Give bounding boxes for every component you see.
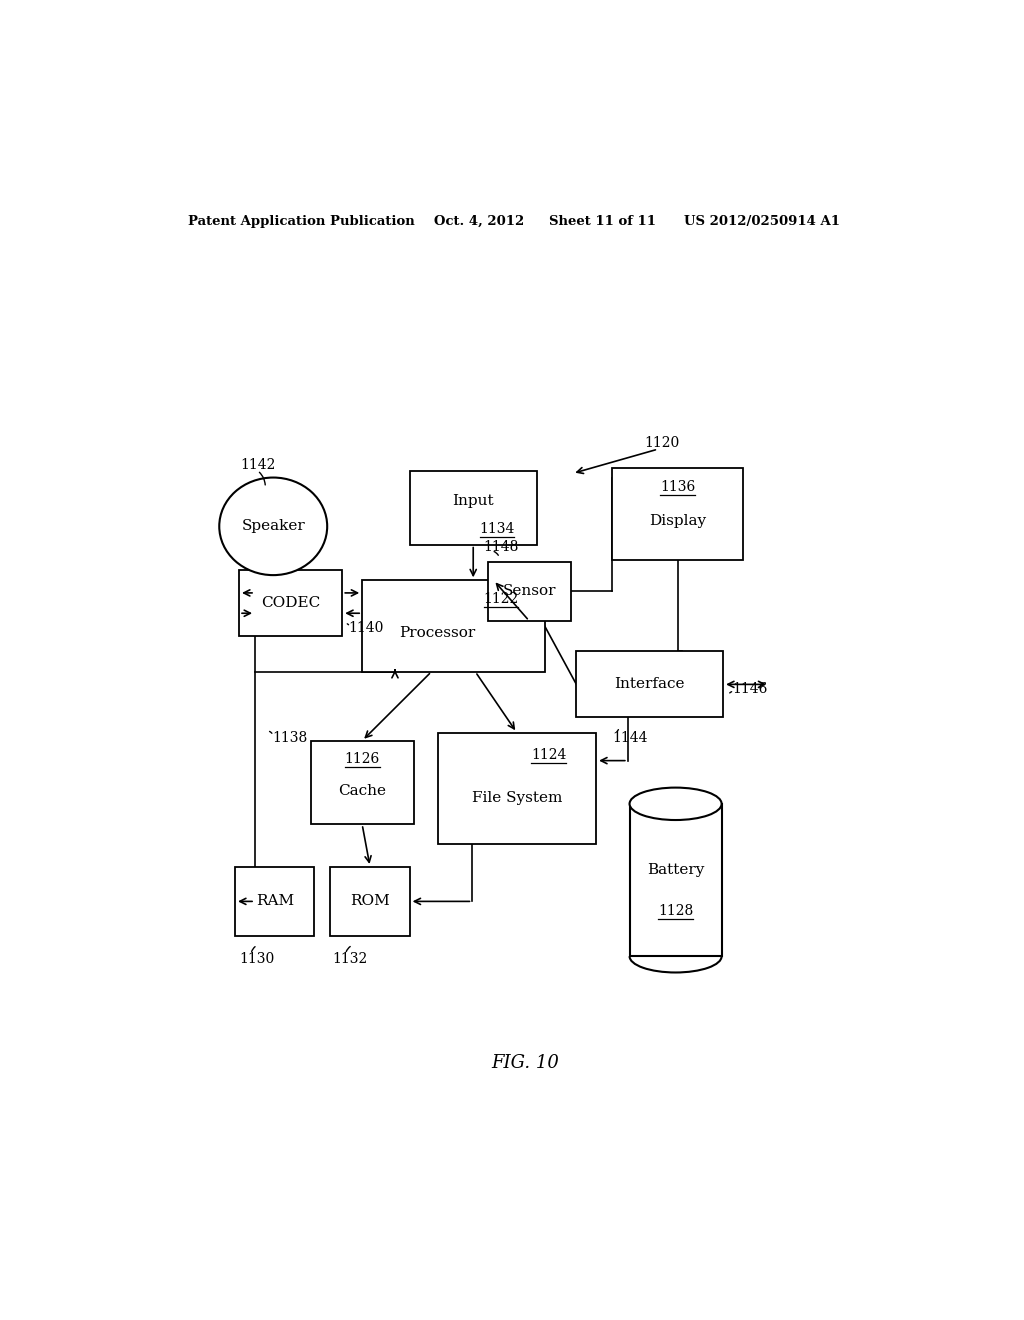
Bar (362, 581, 545, 672)
Text: 1130: 1130 (240, 952, 274, 966)
Ellipse shape (219, 478, 328, 576)
Bar (487, 562, 570, 620)
Bar (612, 469, 743, 560)
Text: 1132: 1132 (333, 952, 368, 966)
Bar (310, 741, 414, 824)
Ellipse shape (630, 788, 722, 820)
Text: CODEC: CODEC (261, 597, 321, 610)
Text: 1140: 1140 (348, 620, 384, 635)
Bar (240, 570, 342, 636)
Text: 1148: 1148 (483, 540, 519, 553)
Bar (331, 867, 410, 936)
Text: 1124: 1124 (530, 748, 566, 762)
Text: Interface: Interface (614, 677, 685, 692)
Text: 1128: 1128 (658, 903, 693, 917)
Text: 1142: 1142 (241, 458, 276, 473)
Text: Sheet 11 of 11: Sheet 11 of 11 (549, 215, 655, 228)
Text: Cache: Cache (338, 784, 386, 797)
Text: File System: File System (472, 791, 562, 804)
Text: 1122: 1122 (483, 591, 518, 606)
Text: Speaker: Speaker (242, 519, 305, 533)
Text: Display: Display (649, 515, 707, 528)
Text: FIG. 10: FIG. 10 (490, 1053, 559, 1072)
Text: Patent Application Publication: Patent Application Publication (187, 215, 415, 228)
Text: Processor: Processor (399, 626, 475, 640)
Text: 1144: 1144 (612, 731, 647, 744)
Text: 1126: 1126 (344, 752, 380, 766)
Text: Oct. 4, 2012: Oct. 4, 2012 (433, 215, 524, 228)
Text: Input: Input (453, 494, 494, 508)
Text: 1146: 1146 (733, 682, 768, 696)
Text: 1138: 1138 (272, 731, 307, 744)
Bar (410, 471, 537, 545)
Bar (577, 651, 723, 718)
Bar (236, 867, 314, 936)
Text: Battery: Battery (647, 863, 705, 876)
Text: 1134: 1134 (479, 521, 515, 536)
Text: 1120: 1120 (644, 436, 679, 450)
Text: US 2012/0250914 A1: US 2012/0250914 A1 (684, 215, 840, 228)
Text: Sensor: Sensor (503, 585, 556, 598)
Text: 1136: 1136 (659, 479, 695, 494)
Bar (630, 804, 722, 956)
Text: RAM: RAM (256, 895, 294, 908)
Text: ROM: ROM (350, 895, 390, 908)
Bar (437, 733, 596, 845)
